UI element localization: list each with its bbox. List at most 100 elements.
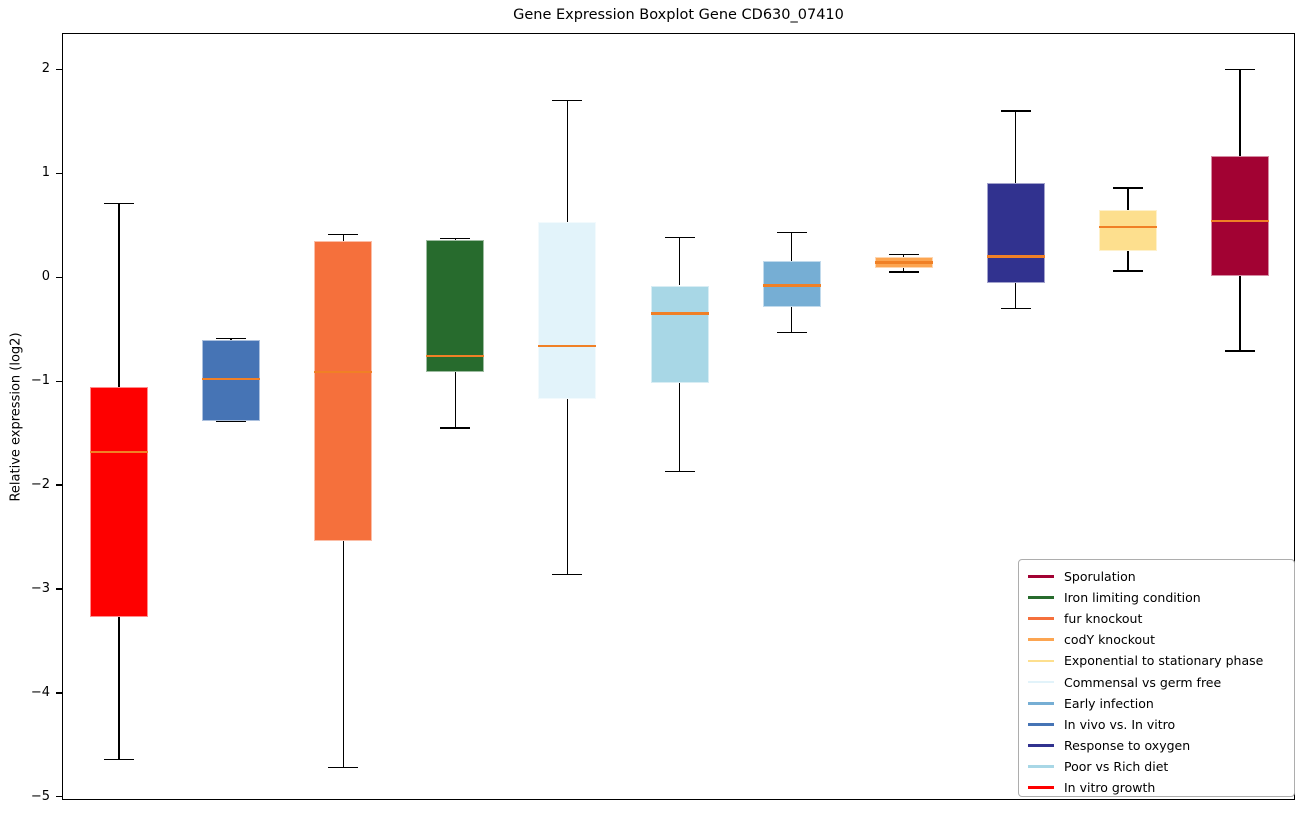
whisker-cap-top — [1000, 110, 1031, 112]
y-tick-label: −5 — [30, 788, 50, 804]
legend-item-cody-knockout: codY knockout — [1028, 629, 1294, 650]
whisker-cap-top — [1224, 68, 1255, 71]
y-tick-mark — [56, 172, 62, 174]
median-line — [762, 284, 821, 287]
legend-color-line — [1028, 617, 1054, 621]
whisker-cap-top — [1112, 187, 1143, 189]
y-tick-mark — [56, 484, 62, 486]
median-line — [90, 450, 149, 453]
median-line — [314, 370, 373, 373]
legend-color-line — [1028, 786, 1054, 789]
legend-item-response-to-oxygen: Response to oxygen — [1028, 735, 1294, 756]
y-tick-label: −1 — [30, 373, 50, 389]
median-line — [538, 344, 597, 347]
legend-label: In vitro growth — [1064, 779, 1156, 795]
whisker-upper — [1239, 69, 1241, 156]
legend-color-line — [1028, 596, 1054, 600]
whisker-cap-bottom — [1000, 307, 1031, 310]
legend-item-iron-limiting-condition: Iron limiting condition — [1028, 587, 1294, 608]
whisker-cap-top — [216, 337, 247, 340]
legend-label: Response to oxygen — [1064, 737, 1191, 753]
y-tick-mark — [56, 380, 62, 382]
y-tick-mark — [56, 68, 62, 70]
whisker-cap-bottom — [440, 427, 471, 429]
y-tick-label: 2 — [41, 61, 50, 77]
whisker-cap-top — [104, 202, 135, 205]
whisker-upper — [1127, 187, 1129, 210]
whisker-cap-bottom — [888, 271, 919, 273]
legend-item-commensal-vs-germ-free: Commensal vs germ free — [1028, 671, 1294, 692]
whisker-lower — [1015, 283, 1017, 309]
legend: Sporulation Iron limiting condition fur kn… — [1018, 559, 1295, 797]
y-tick-label: 0 — [41, 269, 50, 285]
whisker-lower — [1239, 276, 1241, 351]
median-line — [1098, 226, 1157, 229]
y-tick-label: −2 — [30, 477, 50, 493]
whisker-cap-top — [328, 233, 359, 236]
y-tick-label: 1 — [41, 165, 50, 181]
y-tick-mark — [56, 796, 62, 798]
box-rect — [538, 222, 597, 399]
legend-color-line — [1028, 638, 1054, 642]
legend-color-line — [1028, 743, 1054, 747]
y-tick-label: −3 — [30, 581, 50, 597]
whisker-lower — [903, 267, 905, 272]
whisker-cap-bottom — [664, 470, 695, 473]
whisker-lower — [678, 383, 681, 472]
whisker-lower — [342, 541, 344, 768]
legend-label: Poor vs Rich diet — [1064, 758, 1169, 774]
legend-color-line — [1028, 764, 1054, 768]
legend-item-early-infection: Early infection — [1028, 693, 1294, 714]
median-line — [986, 255, 1045, 258]
legend-label: Exponential to stationary phase — [1064, 653, 1264, 669]
whisker-upper — [678, 237, 681, 286]
whisker-cap-top — [552, 99, 583, 102]
whisker-lower — [454, 371, 456, 428]
box-rect — [314, 240, 373, 542]
legend-item-fur-knockout: fur knockout — [1028, 608, 1294, 629]
whisker-cap-top — [776, 231, 807, 234]
legend-color-line — [1028, 575, 1054, 578]
median-line — [426, 354, 485, 358]
whisker-lower — [1127, 251, 1129, 271]
whisker-cap-top — [888, 253, 919, 256]
legend-item-exponential-to-stationary-phase: Exponential to stationary phase — [1028, 650, 1294, 671]
whisker-lower — [790, 307, 793, 333]
legend-item-sporulation: Sporulation — [1028, 566, 1294, 587]
whisker-cap-bottom — [776, 331, 807, 333]
whisker-cap-bottom — [1112, 270, 1143, 272]
whisker-lower — [566, 398, 569, 575]
legend-item-in-vitro-growth: In vitro growth — [1028, 777, 1294, 798]
box-rect — [762, 260, 821, 308]
legend-label: In vivo vs. In vitro — [1064, 716, 1176, 732]
legend-color-line — [1028, 680, 1054, 684]
box-rect — [1098, 209, 1157, 252]
median-line — [202, 377, 261, 381]
legend-label: Commensal vs germ free — [1064, 674, 1222, 690]
whisker-upper — [342, 234, 344, 241]
y-tick-label: −4 — [30, 684, 50, 700]
y-tick-mark — [56, 692, 62, 694]
legend-label: Early infection — [1064, 695, 1154, 711]
median-line — [650, 312, 709, 315]
box-rect — [650, 285, 709, 384]
whisker-cap-bottom — [552, 573, 583, 576]
legend-label: Iron limiting condition — [1064, 590, 1201, 606]
y-tick-mark — [56, 588, 62, 590]
whisker-cap-bottom — [328, 767, 359, 769]
legend-color-line — [1028, 701, 1054, 705]
whisker-upper — [903, 254, 905, 258]
median-line — [874, 261, 933, 264]
whisker-cap-bottom — [216, 420, 247, 423]
legend-color-line — [1028, 722, 1054, 726]
legend-label: Sporulation — [1064, 569, 1136, 585]
box-rect — [90, 387, 149, 618]
whisker-upper — [790, 232, 793, 261]
whisker-upper — [566, 100, 569, 223]
whisker-upper — [118, 203, 120, 388]
whisker-cap-top — [440, 238, 471, 240]
legend-item-poor-vs-rich-diet: Poor vs Rich diet — [1028, 756, 1294, 777]
y-tick-mark — [56, 276, 62, 278]
whisker-cap-bottom — [1224, 350, 1255, 352]
